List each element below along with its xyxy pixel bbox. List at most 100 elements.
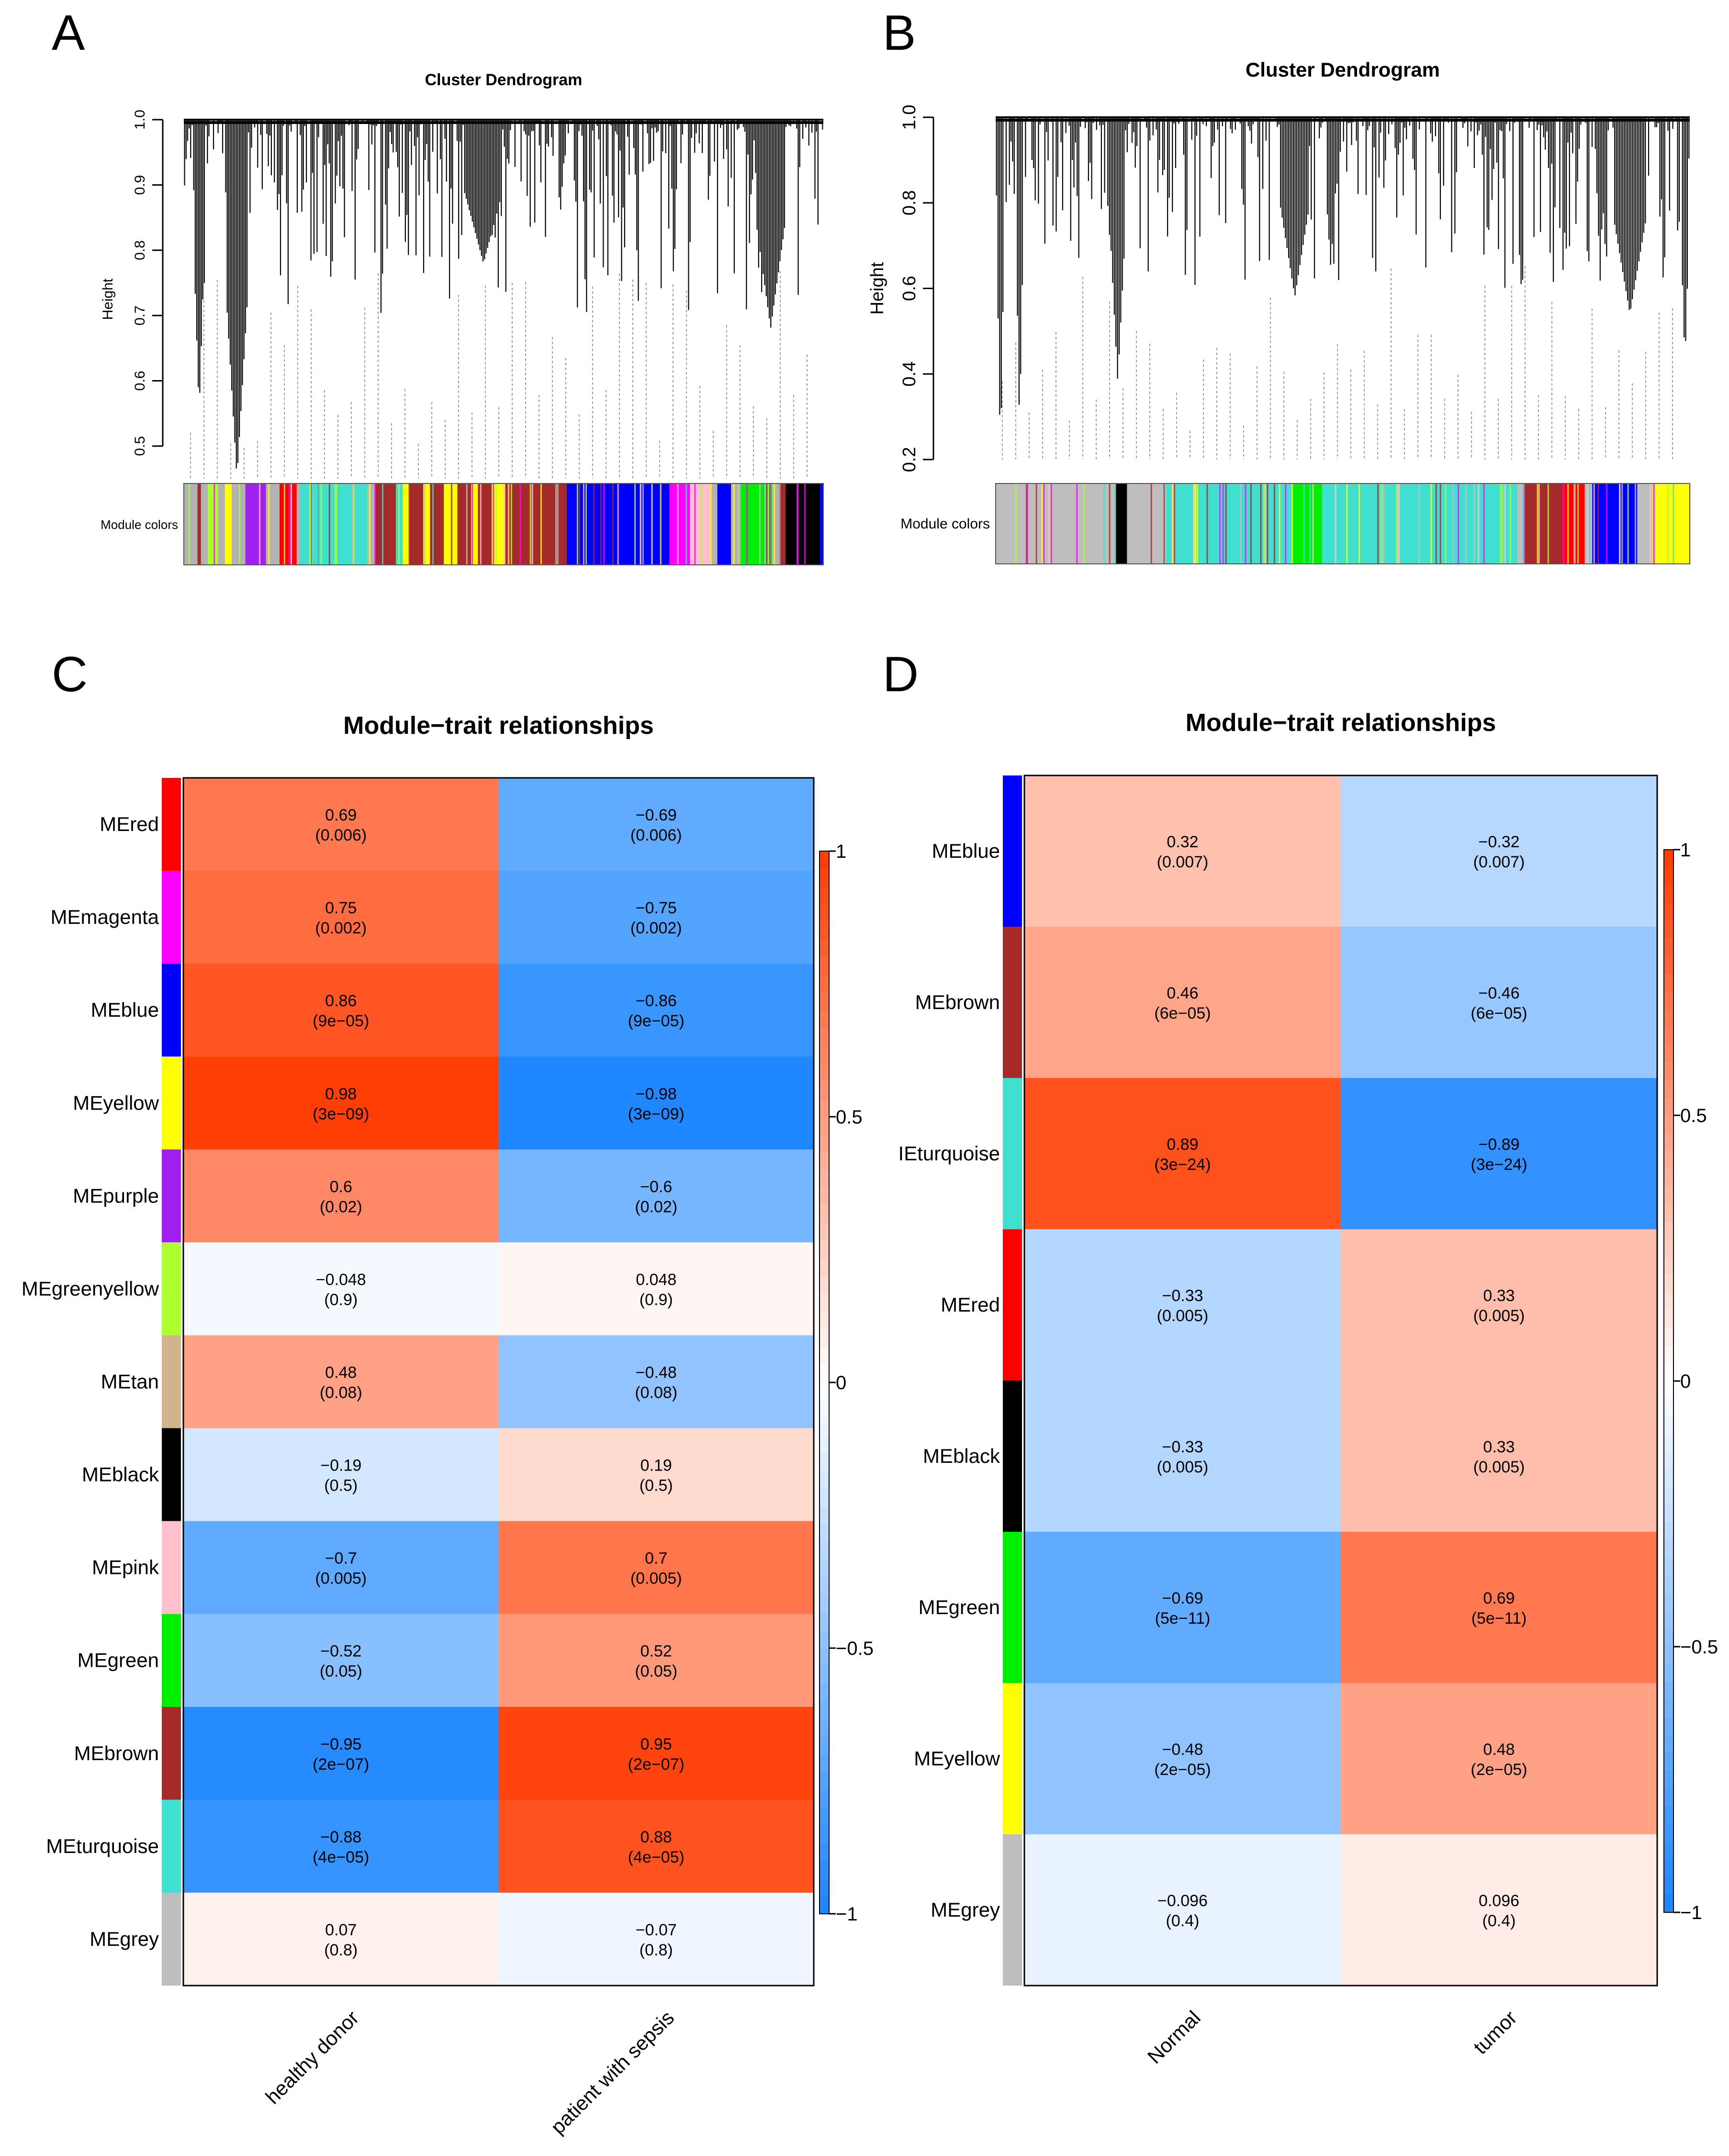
heatmap-cell: [1024, 1532, 1341, 1684]
module-color-speckle: [585, 483, 587, 565]
module-color-speckle: [1398, 483, 1400, 564]
module-color-bar: [1003, 1532, 1022, 1683]
legend-gradient-step: [820, 1825, 829, 1843]
module-color-bar: [162, 871, 181, 964]
heatmap-cell: [498, 1799, 814, 1893]
module-color-speckle: [1627, 483, 1629, 564]
legend-gradient-step: [820, 1205, 829, 1224]
module-color-speckle: [1260, 483, 1262, 564]
module-color-segment: [232, 483, 246, 565]
module-color-segment: [375, 483, 396, 565]
module-color-speckle: [739, 483, 741, 565]
module-color-speckle: [404, 483, 406, 565]
heatmap-cell: [1024, 1229, 1341, 1381]
legend-gradient-step: [820, 1382, 829, 1401]
cell-pvalue: (9e−05): [628, 1012, 685, 1030]
module-color-speckle: [1048, 483, 1050, 564]
y-tick-label: 1.0: [132, 110, 148, 130]
legend-gradient-step: [820, 1719, 829, 1737]
legend-gradient-step: [820, 1701, 829, 1719]
module-color-speckle: [441, 483, 443, 565]
module-label: MEblue: [91, 999, 159, 1021]
heatmap-cell: [183, 1892, 499, 1986]
heatmap-cell: [183, 964, 499, 1057]
cell-correlation: −0.89: [1478, 1135, 1519, 1154]
legend-gradient-step: [1664, 1399, 1673, 1417]
module-color-bar: [162, 1614, 181, 1707]
module-color-speckle: [259, 483, 261, 565]
legend-gradient-step: [1664, 1806, 1673, 1824]
y-tick-label: 0.4: [899, 361, 920, 387]
module-color-speckle: [1587, 483, 1589, 564]
heatmap-cell: [1024, 927, 1341, 1078]
module-color-speckle: [1418, 483, 1420, 564]
module-color-speckle: [450, 483, 452, 565]
module-color-speckle: [1219, 483, 1221, 564]
module-label: MEpurple: [73, 1184, 159, 1207]
module-color-segment: [443, 483, 458, 565]
heatmap-cell: [1341, 775, 1658, 927]
module-color-segment: [218, 483, 225, 565]
module-color-speckle: [540, 483, 542, 565]
heatmap-frame: [182, 777, 815, 1987]
legend-gradient-step: [820, 1347, 829, 1365]
legend-gradient-step: [820, 1613, 829, 1631]
heatmap-cell: [183, 1799, 499, 1893]
module-color-segment: [996, 483, 1116, 564]
module-color-speckle: [1562, 483, 1564, 564]
module-color-bar: [162, 1056, 181, 1150]
cell-correlation: 0.48: [325, 1364, 357, 1382]
legend-gradient-step: [820, 1878, 829, 1897]
module-color-speckle: [1650, 483, 1651, 564]
y-tick-label: 0.2: [899, 447, 920, 472]
module-color-speckle: [1522, 483, 1524, 564]
dendrogram-branches: [184, 120, 823, 469]
legend-gradient-step: [1664, 1540, 1673, 1559]
heatmap-frame: [1023, 775, 1658, 1987]
legend-gradient-step: [820, 1737, 829, 1755]
legend-gradient-step: [1664, 1416, 1673, 1435]
module-color-speckle: [1249, 483, 1251, 564]
module-color-speckle: [769, 483, 771, 565]
module-color-speckle: [238, 483, 240, 565]
heatmap-title: Module−trait relationships: [1186, 709, 1496, 737]
cell-correlation: −0.33: [1162, 1438, 1203, 1456]
cell-correlation: −0.48: [1162, 1741, 1203, 1759]
module-label: MEgreen: [919, 1596, 1000, 1618]
legend-gradient-step: [1664, 991, 1673, 1010]
module-color-segment: [409, 483, 424, 565]
cell-pvalue: (2e−07): [313, 1755, 369, 1774]
cell-pvalue: (0.4): [1482, 1912, 1516, 1930]
module-color-speckle: [1573, 483, 1575, 564]
heatmap-cell: [183, 1149, 499, 1243]
legend-gradient-step: [820, 1524, 829, 1542]
cell-correlation: −0.75: [636, 899, 677, 917]
cell-pvalue: (0.002): [315, 919, 367, 937]
module-color-speckle: [1621, 483, 1623, 564]
cell-pvalue: (0.006): [630, 826, 682, 844]
cell-pvalue: (0.006): [315, 826, 367, 844]
module-color-speckle: [1012, 483, 1014, 564]
module-color-segment: [1292, 483, 1323, 564]
y-tick-label: 0.8: [132, 240, 148, 260]
module-color-segment: [820, 483, 824, 565]
trait-label: tumor: [1469, 2006, 1521, 2058]
legend-gradient-step: [1664, 1647, 1673, 1665]
module-color-speckle: [774, 483, 775, 565]
cell-correlation: 0.48: [1483, 1741, 1515, 1759]
cell-correlation: −0.19: [320, 1457, 361, 1475]
module-color-speckle: [600, 483, 602, 565]
module-color-speckle: [519, 483, 521, 565]
legend-gradient-step: [1664, 1062, 1673, 1080]
heatmap-cell: [183, 1242, 499, 1336]
legend-gradient-step: [820, 1666, 829, 1684]
heatmap-cell: [498, 1335, 814, 1429]
module-color-speckle: [1383, 483, 1385, 564]
module-color-speckle: [1396, 483, 1398, 564]
legend-gradient-step: [820, 1099, 829, 1117]
module-color-speckle: [1589, 483, 1591, 564]
module-color-speckle: [1502, 483, 1504, 564]
panel-letter-a: A: [52, 5, 85, 61]
module-color-segment: [1592, 483, 1638, 564]
module-label: MEred: [100, 813, 159, 835]
